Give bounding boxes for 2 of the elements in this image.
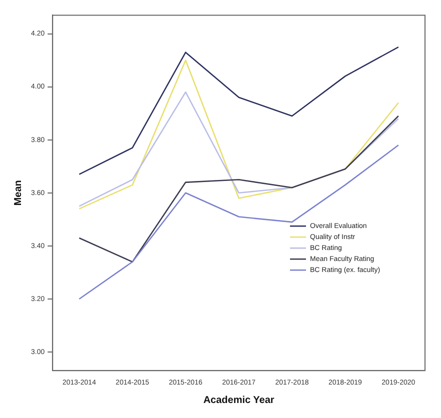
x-axis-title: Academic Year — [203, 394, 274, 406]
y-axis-title: Mean — [12, 180, 24, 206]
